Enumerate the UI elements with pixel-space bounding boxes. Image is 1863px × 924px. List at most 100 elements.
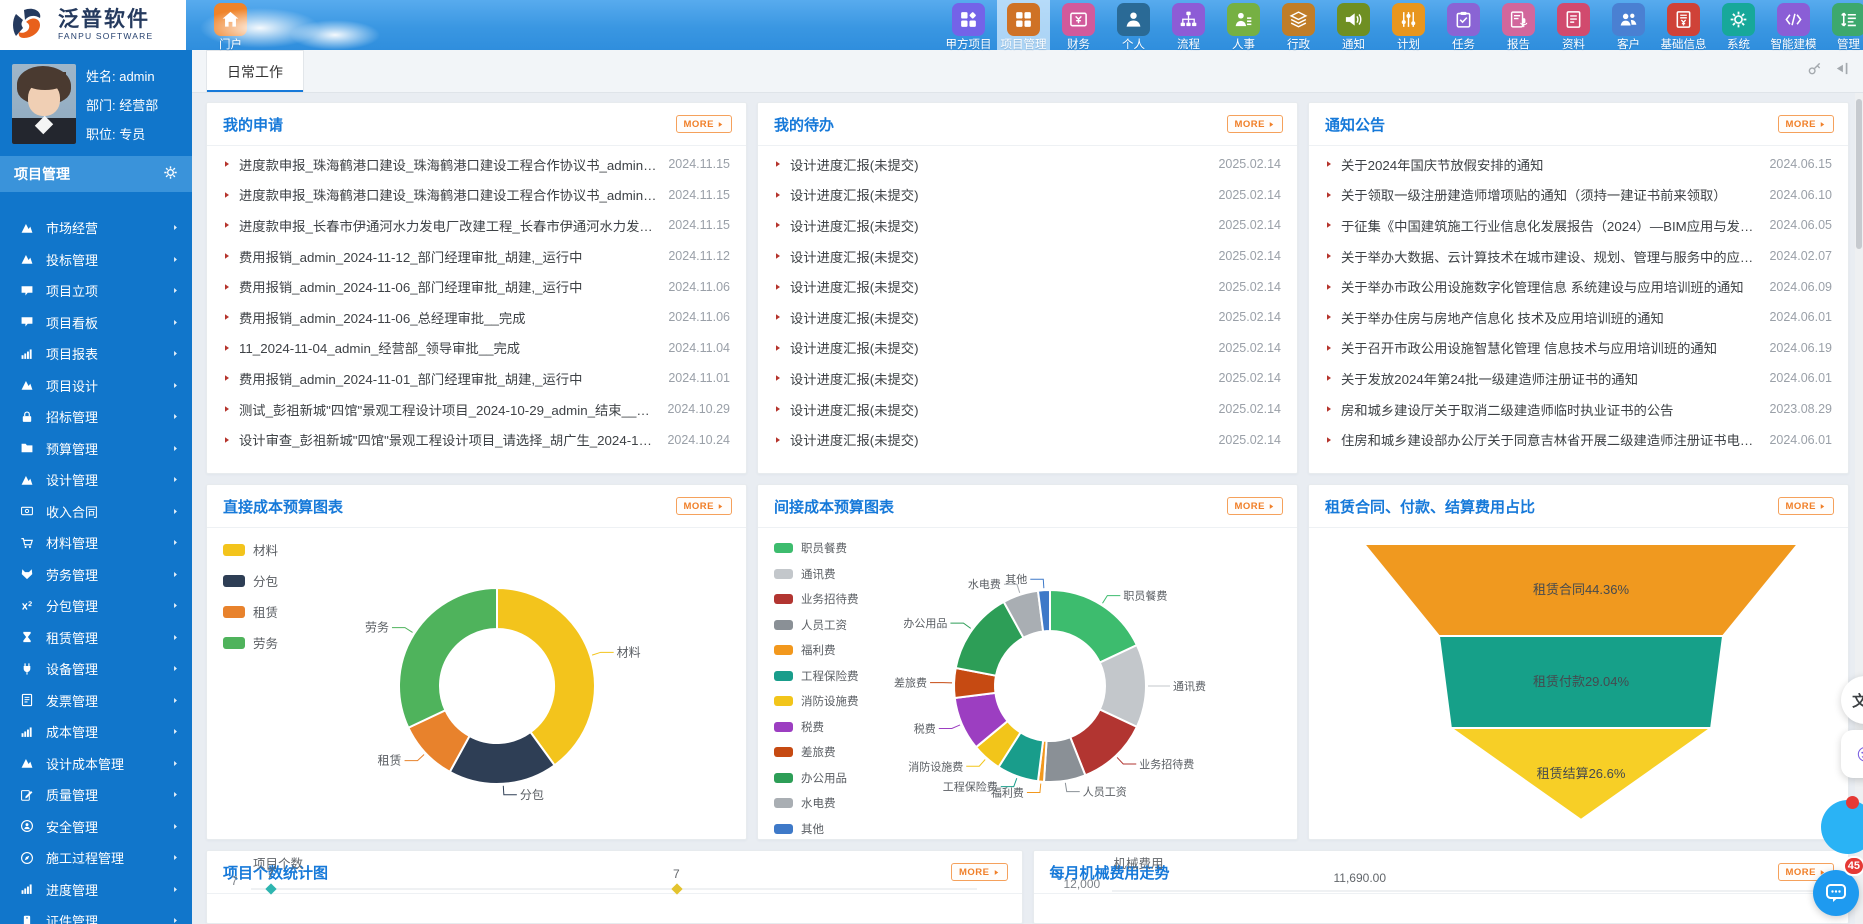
topnav-item-label: 系统 [1727,36,1750,52]
list-item[interactable]: 关于领取一级注册建造师增项贴的通知（须持一建证书前来领取） 2024.06.10 [1309,180,1848,211]
topnav-item[interactable]: 个人 [1107,0,1160,50]
list-item[interactable]: 费用报销_admin_2024-11-12_部门经理审批_胡建,_运行中 202… [207,241,746,272]
tab-daily-work[interactable]: 日常工作 [206,50,304,92]
sidebar-item[interactable]: 证件管理 [0,905,192,924]
assistant-fab-button[interactable]: ☺ [1841,730,1863,778]
chevron-right-icon [171,664,180,673]
list-item[interactable]: 关于2024年国庆节放假安排的通知 2024.06.15 [1309,149,1848,180]
sidebar-item[interactable]: 招标管理 [0,401,192,433]
sidebar-item[interactable]: 项目看板 [0,307,192,339]
topnav-item[interactable]: 计划 [1382,0,1435,50]
sidebar-item[interactable]: 租赁管理 [0,622,192,654]
sidebar-item[interactable]: 安全管理 [0,811,192,843]
list-item[interactable]: 关于举办大数据、云计算技术在城市建设、规划、管理与服务中的应用培训班... 20… [1309,241,1848,272]
list-item[interactable]: 关于发放2024年第24批一级建造师注册证书的通知 2024.06.01 [1309,363,1848,394]
topnav-item[interactable]: 门户 [204,0,257,52]
topnav-item[interactable]: 任务 [1437,0,1490,50]
list-item[interactable]: 关于举办市政公用设施数字化管理信息 系统建设与应用培训班的通知 2024.06.… [1309,271,1848,302]
list-item[interactable]: 设计审查_彭祖新城"四馆"景观工程设计项目_请选择_胡广生_2024-10-2.… [207,424,746,455]
sidebar-item[interactable]: 劳务管理 [0,559,192,591]
topnav-item[interactable]: 资料 [1547,0,1600,50]
topnav-item[interactable]: 项目管理 [997,0,1050,50]
more-button[interactable]: MORE [1778,497,1835,515]
list-item[interactable]: 住房和城乡建设部办公厅关于同意吉林省开展二级建造师注册证书电子化试点... 20… [1309,424,1848,455]
more-button[interactable]: MORE [1778,115,1835,133]
topnav-item[interactable]: 管理 [1822,0,1863,50]
more-button[interactable]: MORE [1227,497,1284,515]
sidebar-item[interactable]: 预算管理 [0,433,192,465]
list-item[interactable]: 设计进度汇报(未提交) 2025.02.14 [758,333,1297,364]
more-button[interactable]: MORE [1227,115,1284,133]
sidebar-item[interactable]: 施工过程管理 [0,842,192,874]
list-item[interactable]: 设计进度汇报(未提交) 2025.02.14 [758,210,1297,241]
sidebar-settings-gear[interactable] [163,165,178,183]
topnav-item[interactable]: 基础信息 [1657,0,1710,50]
topnav-item[interactable]: 财务 [1052,0,1105,50]
sidebar-item[interactable]: 市场经营 [0,212,192,244]
sidebar-item[interactable]: 设备管理 [0,653,192,685]
topnav-item[interactable]: 报告 [1492,0,1545,50]
list-item[interactable]: 测试_彭祖新城"四馆"景观工程设计项目_2024-10-29_admin_结束_… [207,394,746,425]
list-item[interactable]: 进度款申报_珠海鹤港口建设_珠海鹤港口建设工程合作协议书_admin_... 2… [207,149,746,180]
chat-fab-button[interactable] [1813,870,1859,916]
list-item[interactable]: 进度款申报_长春市伊通河水力发电厂改建工程_长春市伊通河水力发电... 2024… [207,210,746,241]
sidebar-item[interactable]: 设计成本管理 [0,748,192,780]
sidebar-item[interactable]: 项目报表 [0,338,192,370]
callout-line [405,754,425,760]
comment-icon [20,315,34,329]
list-item[interactable]: 关于召开市政公用设施智慧化管理 信息技术与应用培训班的通知 2024.06.19 [1309,333,1848,364]
list-item[interactable]: 费用报销_admin_2024-11-01_部门经理审批_胡建,_运行中 202… [207,363,746,394]
topnav-item[interactable]: 系统 [1712,0,1765,50]
list-item[interactable]: 费用报销_admin_2024-11-06_总经理审批__完成 2024.11.… [207,302,746,333]
list-item[interactable]: 于征集《中国建筑施工行业信息化发展报告（2024）—BIM应用与发展》材料...… [1309,210,1848,241]
topnav-item[interactable]: 行政 [1272,0,1325,50]
sidebar-item[interactable]: 项目立项 [0,275,192,307]
callout-line [939,725,960,729]
list-item[interactable]: 设计进度汇报(未提交) 2025.02.14 [758,149,1297,180]
topnav-item[interactable]: 甲方项目 [942,0,995,50]
list-item[interactable]: 费用报销_admin_2024-11-06_部门经理审批_胡建,_运行中 202… [207,271,746,302]
list-item[interactable]: 11_2024-11-04_admin_经营部_领导审批__完成 2024.11… [207,333,746,364]
sidebar-item[interactable]: 收入合同 [0,496,192,528]
list-item-date: 2025.02.14 [1218,188,1281,202]
list-item-date: 2024.02.07 [1769,249,1832,263]
sidebar-item[interactable]: 质量管理 [0,779,192,811]
list-item[interactable]: 关于举办住房与房地产信息化 技术及应用培训班的通知 2024.06.01 [1309,302,1848,333]
bar-chart-icon [20,725,34,739]
sidebar-item[interactable]: 成本管理 [0,716,192,748]
list-item[interactable]: 设计进度汇报(未提交) 2025.02.14 [758,241,1297,272]
collapse-panel-icon[interactable] [1834,61,1849,81]
sidebar-item[interactable]: 材料管理 [0,527,192,559]
list-item[interactable]: 设计进度汇报(未提交) 2025.02.14 [758,394,1297,425]
sidebar-item[interactable]: 发票管理 [0,685,192,717]
list-item[interactable]: 设计进度汇报(未提交) 2025.02.14 [758,271,1297,302]
list-item[interactable]: 设计进度汇报(未提交) 2025.02.14 [758,180,1297,211]
topnav-item[interactable]: 通知 [1327,0,1380,50]
list-item-text: 设计审查_彭祖新城"四馆"景观工程设计项目_请选择_胡广生_2024-10-2.… [239,430,657,449]
more-button[interactable]: MORE [676,115,733,133]
list-item[interactable]: 设计进度汇报(未提交) 2025.02.14 [758,363,1297,394]
list-item[interactable]: 进度款申报_珠海鹤港口建设_珠海鹤港口建设工程合作协议书_admin_... 2… [207,180,746,211]
gear-icon [163,165,178,180]
more-button[interactable]: MORE [676,497,733,515]
sidebar-item[interactable]: 设计管理 [0,464,192,496]
list-item[interactable]: 设计进度汇报(未提交) 2025.02.14 [758,302,1297,333]
sidebar-item[interactable]: 分包管理 [0,590,192,622]
topnav-item[interactable]: 流程 [1162,0,1215,50]
key-icon[interactable] [1807,61,1822,81]
topnav-item-label: 资料 [1562,36,1585,52]
sidebar-item[interactable]: 项目设计 [0,370,192,402]
list-item[interactable]: 房和城乡建设厅关于取消二级建造师临时执业证书的公告 2023.08.29 [1309,394,1848,425]
topnav-item[interactable]: 智能建模 [1767,0,1820,50]
bullet-icon [1325,221,1333,229]
topnav-item[interactable]: 客户 [1602,0,1655,50]
sidebar-item[interactable]: 投标管理 [0,244,192,276]
sidebar-item[interactable]: 进度管理 [0,874,192,906]
topnav-item[interactable]: 人事 [1217,0,1270,50]
slice-label: 办公用品 [903,617,947,630]
list-item[interactable]: 设计进度汇报(未提交) 2025.02.14 [758,424,1297,455]
sidebar-section-header[interactable]: 项目管理 [0,156,192,192]
sidebar-menu: 市场经营 投标管理 项目立项 项目看板 项目报表 项目设计 招标管理 预算管理 … [0,212,192,924]
data-label: 7 [267,867,274,881]
scrollbar-thumb[interactable] [1856,99,1862,249]
